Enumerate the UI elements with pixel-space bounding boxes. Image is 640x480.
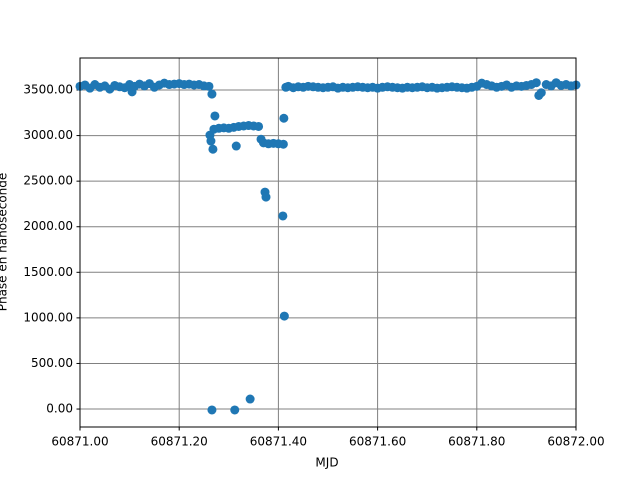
point	[531, 78, 541, 88]
y-tick-label: 3000.00	[23, 128, 73, 142]
point	[210, 111, 220, 121]
point	[206, 136, 216, 146]
point	[279, 311, 289, 321]
plot-frame	[79, 57, 577, 428]
x-tick-label: 60871.60	[349, 435, 406, 449]
x-axis-label: MJD	[315, 456, 338, 470]
point	[254, 121, 264, 131]
y-tick-label: 500.00	[31, 356, 73, 370]
y-tick-label: 2000.00	[23, 219, 73, 233]
point	[231, 141, 241, 151]
y-tick-label: 1500.00	[23, 265, 73, 279]
point	[207, 89, 217, 99]
point	[278, 211, 288, 221]
point	[208, 144, 218, 154]
point	[230, 405, 240, 415]
x-tick-label: 60871.80	[448, 435, 505, 449]
y-tick-label: 0.00	[46, 402, 73, 416]
point	[261, 192, 271, 202]
point	[279, 113, 289, 123]
point	[278, 139, 288, 149]
y-axis-label: Phase en nanoseconde	[0, 173, 10, 312]
point	[204, 81, 214, 91]
point	[536, 88, 546, 98]
y-tick-label: 3500.00	[23, 82, 73, 96]
x-tick-label: 60872.00	[547, 435, 604, 449]
x-tick-label: 60871.00	[51, 435, 108, 449]
point	[245, 394, 255, 404]
x-tick-label: 60871.20	[151, 435, 208, 449]
x-tick-label: 60871.40	[250, 435, 307, 449]
y-tick-label: 1000.00	[23, 310, 73, 324]
point	[207, 405, 217, 415]
y-tick-label: 2500.00	[23, 174, 73, 188]
